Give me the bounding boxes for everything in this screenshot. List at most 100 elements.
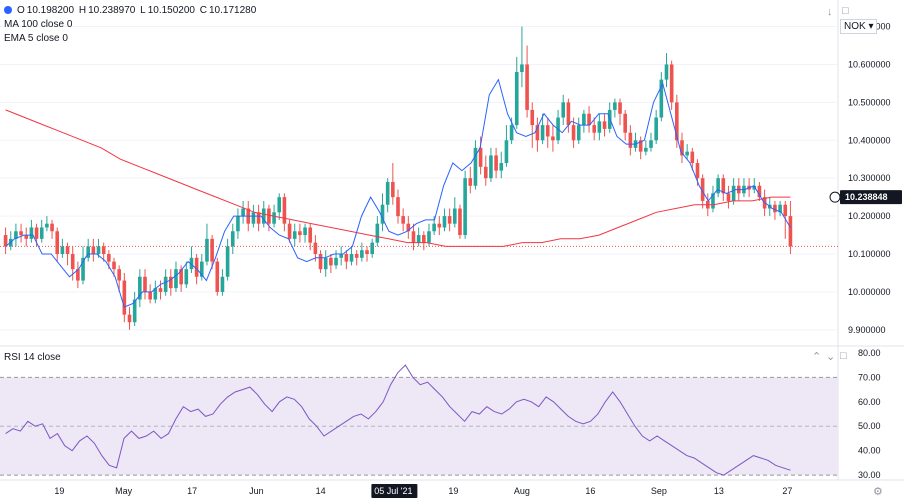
candle-body [225, 246, 230, 277]
candle-body [143, 276, 147, 292]
time-tick-label: Aug [514, 486, 530, 496]
candle-body [148, 291, 152, 300]
candle-body [406, 223, 411, 232]
price-tick-label: 10.600000 [848, 59, 891, 69]
ohlc-high-key: H [78, 5, 87, 16]
candle-body [261, 208, 266, 224]
time-tick-label: Jun [249, 486, 264, 496]
candle-body [422, 235, 426, 243]
rsi-legend[interactable]: RSI 14 close [4, 352, 61, 363]
ohlc-legend: O 10.198200 H 10.238970 L 10.150200 C 10.171… [4, 5, 258, 16]
candle-body [184, 269, 189, 285]
price-series [3, 26, 793, 330]
fullscreen-icon[interactable]: □ [842, 5, 849, 17]
candle-body [478, 147, 483, 167]
time-tick-label: 05 Jul '21 [374, 486, 412, 496]
price-marker-icon [829, 191, 841, 203]
candle-body [638, 140, 643, 152]
candle-body [45, 223, 49, 228]
candle-body [344, 254, 349, 262]
maximize-pane-icon[interactable]: □ [840, 350, 847, 362]
symbol-icon[interactable] [4, 6, 12, 14]
time-tick-label: 27 [782, 486, 792, 496]
candle-body [644, 147, 648, 152]
candle-body [215, 261, 220, 292]
candle-body [19, 231, 23, 236]
candle-body [339, 254, 344, 258]
candle-body [452, 208, 457, 224]
candle-body [721, 178, 726, 194]
move-up-icon[interactable]: ⌃ [812, 351, 822, 363]
candle-body [112, 261, 116, 270]
candle-body [298, 231, 302, 236]
candle-body [292, 231, 297, 239]
candle-body [174, 269, 178, 289]
rsi-panel [0, 364, 838, 476]
time-tick-label: 19 [54, 486, 64, 496]
candle-body [194, 257, 199, 277]
ma-legend[interactable]: MA 100 close 0 [4, 19, 73, 30]
candle-body [375, 223, 380, 243]
candle-body [618, 102, 622, 114]
candle-body [91, 246, 96, 255]
candle-body [675, 102, 679, 141]
candle-body [566, 102, 571, 126]
download-icon[interactable]: ↓ [827, 6, 833, 18]
candle-body [623, 113, 627, 133]
candle-body [385, 181, 390, 205]
candle-body [189, 257, 194, 270]
move-down-icon[interactable]: ⌄ [826, 351, 836, 363]
rsi-line [5, 364, 791, 476]
candle-body [711, 193, 715, 209]
settings-gear-icon[interactable]: ⚙ [873, 486, 883, 498]
candle-body [3, 235, 8, 247]
candle-body [649, 140, 653, 148]
ohlc-close-key: C [199, 5, 207, 16]
price-tick-label: 10.300000 [848, 173, 891, 183]
rsi-tick-label: 30.00 [858, 470, 881, 480]
candle-body [179, 269, 183, 285]
ohlc-close-value: 10.171280 [209, 5, 257, 16]
candle-body [576, 125, 581, 141]
candle-body [169, 276, 173, 289]
chevron-down-icon: ▾ [868, 21, 874, 32]
candle-body [628, 132, 633, 148]
candle-body [716, 178, 720, 194]
candle-body [127, 314, 132, 323]
candle-body [757, 185, 762, 198]
candle-body [70, 254, 75, 270]
candle-body [463, 178, 467, 236]
time-tick-label: 19 [448, 486, 458, 496]
candle-body [731, 185, 736, 201]
candle-body [695, 163, 700, 179]
candle-body [122, 280, 127, 315]
time-tick-label: May [115, 486, 133, 496]
candle-body [473, 147, 478, 186]
candle-body [29, 227, 34, 239]
currency-select[interactable]: NOK ▾ [840, 19, 878, 34]
currency-label: NOK [844, 21, 866, 32]
candle-body [535, 125, 540, 141]
candle-body [158, 288, 163, 292]
candle-body [230, 231, 235, 247]
candle-body [416, 235, 421, 243]
rsi-axis: 80.00 70.00 60.00 50.00 40.00 30.00 [858, 348, 881, 480]
candle-body [447, 216, 452, 224]
candle-body [282, 197, 287, 224]
candle-body [520, 64, 524, 73]
candle-body [597, 121, 602, 133]
time-cursor-badge [371, 484, 418, 498]
candle-body [318, 254, 323, 270]
ohlc-high-value: 10.238970 [88, 5, 136, 16]
ohlc-low-value: 10.150200 [147, 5, 195, 16]
candle-body [86, 246, 91, 258]
candle-body [504, 140, 509, 164]
candle-body [24, 235, 29, 239]
candle-body [489, 155, 493, 179]
candle-body [726, 193, 731, 201]
candle-body [220, 276, 225, 292]
ema-legend[interactable]: EMA 5 close 0 [4, 33, 68, 44]
candle-body [323, 257, 328, 270]
candle-body [272, 212, 276, 224]
